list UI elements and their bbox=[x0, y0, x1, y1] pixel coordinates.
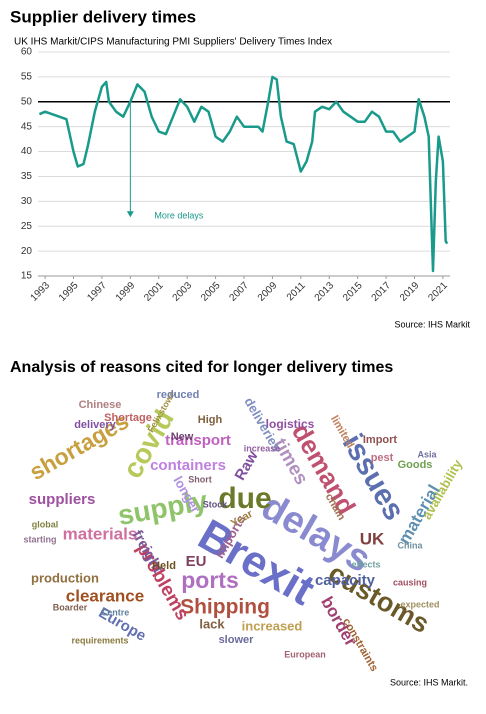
y-tick-label: 50 bbox=[21, 96, 33, 107]
word: Held bbox=[152, 560, 176, 572]
word: Boarder bbox=[53, 602, 88, 612]
word: suppliers bbox=[29, 491, 96, 508]
y-tick-label: 20 bbox=[21, 246, 33, 257]
word: European bbox=[284, 649, 326, 659]
word: starting bbox=[23, 534, 56, 544]
source: Source: IHS Markit. bbox=[390, 677, 468, 687]
word: containers bbox=[150, 457, 226, 474]
y-tick-label: 40 bbox=[21, 146, 33, 157]
x-tick-label: 2003 bbox=[171, 280, 195, 304]
y-tick-label: 35 bbox=[21, 171, 33, 182]
word: Shortage bbox=[104, 412, 152, 424]
word: clearance bbox=[66, 586, 144, 605]
word: Shipping bbox=[180, 596, 270, 619]
word: Import bbox=[363, 434, 398, 446]
y-tick-label: 25 bbox=[21, 221, 33, 232]
section-title: Analysis of reasons cited for longer del… bbox=[10, 359, 393, 376]
y-tick-label: 45 bbox=[21, 121, 33, 132]
x-tick-label: 2021 bbox=[426, 280, 450, 304]
y-tick-label: 60 bbox=[21, 47, 33, 58]
word: delivery bbox=[74, 419, 116, 431]
word: requirements bbox=[71, 635, 128, 645]
word: capacity bbox=[315, 572, 376, 589]
word: EU bbox=[186, 553, 207, 570]
word: expected bbox=[400, 599, 439, 609]
x-tick-label: 1999 bbox=[114, 280, 138, 304]
word: increase bbox=[244, 443, 281, 453]
x-tick-label: 2019 bbox=[398, 280, 422, 304]
word: UK bbox=[360, 529, 385, 548]
source: Source: IHS Markit bbox=[394, 319, 470, 329]
word: global bbox=[32, 519, 59, 529]
word: reduced bbox=[157, 389, 200, 401]
x-tick-label: 1995 bbox=[57, 280, 81, 304]
word: effects bbox=[351, 559, 380, 569]
annotation: More delays bbox=[154, 211, 204, 221]
word: pest bbox=[371, 452, 394, 464]
word: High bbox=[198, 414, 223, 426]
word: slower bbox=[219, 634, 255, 646]
x-tick-label: 1993 bbox=[29, 280, 53, 304]
word: increased bbox=[242, 618, 303, 633]
x-tick-label: 2017 bbox=[370, 280, 394, 304]
x-tick-label: 1997 bbox=[85, 280, 109, 304]
word: materials bbox=[63, 524, 138, 543]
chart-title: Supplier delivery times bbox=[10, 7, 196, 26]
x-tick-label: 2009 bbox=[256, 280, 280, 304]
word: due bbox=[218, 482, 271, 515]
word: ports bbox=[181, 567, 239, 593]
x-tick-label: 2005 bbox=[199, 280, 223, 304]
word: Chinese bbox=[79, 399, 122, 411]
word: production bbox=[31, 570, 99, 585]
word: Goods bbox=[398, 459, 433, 471]
x-tick-label: 2011 bbox=[285, 280, 308, 303]
word: Stock bbox=[203, 499, 229, 509]
chart-subtitle: UK IHS Markit/CIPS Manufacturing PMI Sup… bbox=[14, 37, 332, 48]
x-tick-label: 2001 bbox=[142, 280, 166, 304]
word: causing bbox=[393, 577, 427, 587]
word: Short bbox=[188, 474, 212, 484]
word: China bbox=[397, 540, 423, 550]
y-tick-label: 15 bbox=[21, 271, 33, 282]
annotation-arrowhead bbox=[126, 211, 134, 218]
y-tick-label: 55 bbox=[21, 72, 33, 83]
word: lack bbox=[199, 616, 225, 631]
data-line bbox=[38, 75, 449, 273]
x-tick-label: 2015 bbox=[341, 280, 365, 304]
x-tick-label: 2007 bbox=[227, 280, 251, 304]
word: logistics bbox=[266, 417, 315, 431]
word: Asia bbox=[417, 449, 437, 459]
x-tick-label: 2013 bbox=[313, 280, 337, 304]
word: transport bbox=[165, 432, 231, 449]
y-tick-label: 30 bbox=[21, 196, 33, 207]
word: Centre bbox=[101, 607, 130, 617]
word: New bbox=[171, 431, 194, 443]
